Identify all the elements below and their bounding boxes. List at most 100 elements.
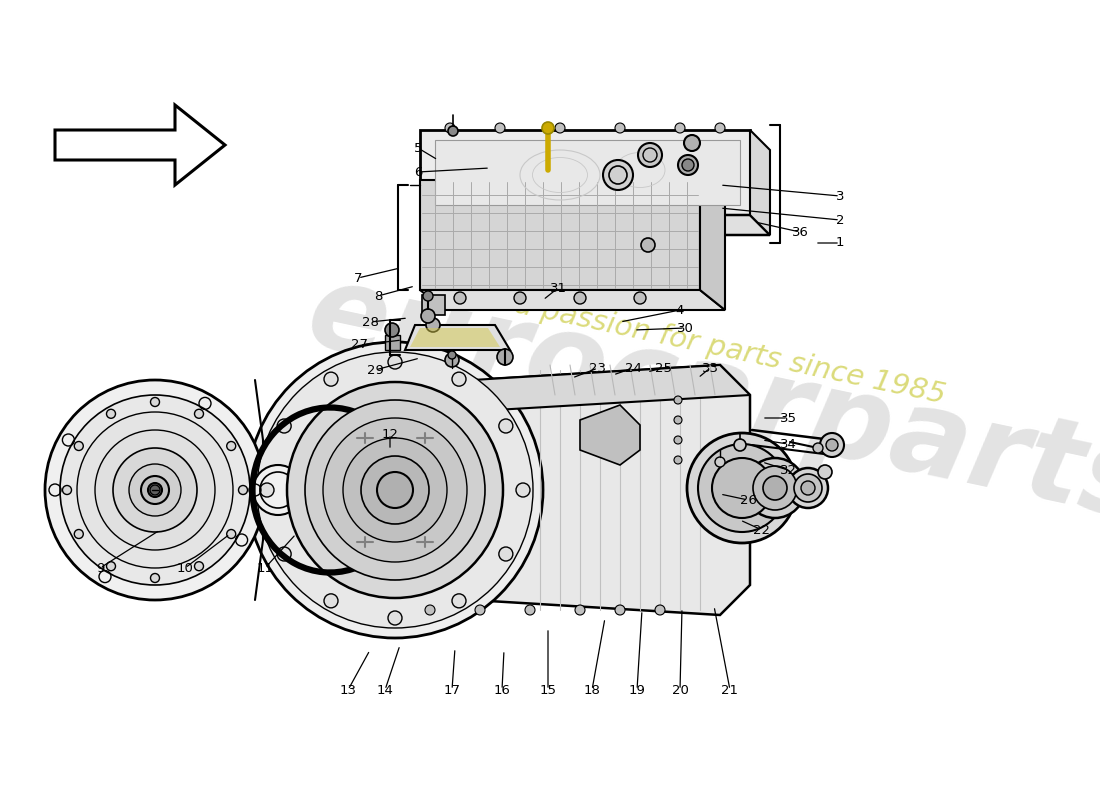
Circle shape bbox=[277, 547, 292, 561]
Circle shape bbox=[556, 123, 565, 133]
Circle shape bbox=[818, 465, 832, 479]
Text: 25: 25 bbox=[654, 362, 671, 374]
Text: 14: 14 bbox=[376, 683, 394, 697]
Text: 34: 34 bbox=[780, 438, 796, 450]
Circle shape bbox=[446, 123, 455, 133]
Circle shape bbox=[287, 382, 503, 598]
Circle shape bbox=[448, 126, 458, 136]
Circle shape bbox=[684, 135, 700, 151]
Text: 20: 20 bbox=[672, 683, 689, 697]
Circle shape bbox=[499, 547, 513, 561]
Circle shape bbox=[151, 398, 160, 406]
Circle shape bbox=[499, 419, 513, 433]
Polygon shape bbox=[420, 180, 700, 290]
Circle shape bbox=[514, 292, 526, 304]
Text: 12: 12 bbox=[382, 427, 398, 441]
Text: 33: 33 bbox=[702, 362, 718, 374]
Text: 16: 16 bbox=[494, 683, 510, 697]
Text: 31: 31 bbox=[550, 282, 566, 294]
Circle shape bbox=[277, 419, 292, 433]
Circle shape bbox=[675, 123, 685, 133]
Circle shape bbox=[227, 530, 235, 538]
Circle shape bbox=[248, 342, 543, 638]
Circle shape bbox=[638, 143, 662, 167]
Polygon shape bbox=[47, 480, 263, 500]
Text: 36: 36 bbox=[792, 226, 808, 238]
Circle shape bbox=[698, 444, 786, 532]
Text: 5: 5 bbox=[414, 142, 422, 154]
Circle shape bbox=[257, 352, 534, 628]
Circle shape bbox=[682, 159, 694, 171]
Text: 17: 17 bbox=[443, 683, 461, 697]
Circle shape bbox=[195, 410, 204, 418]
Text: 23: 23 bbox=[590, 362, 606, 374]
Polygon shape bbox=[434, 140, 740, 205]
Circle shape bbox=[75, 442, 84, 450]
Polygon shape bbox=[390, 365, 750, 615]
Text: 8: 8 bbox=[374, 290, 382, 302]
Text: 28: 28 bbox=[362, 315, 378, 329]
Polygon shape bbox=[422, 295, 446, 315]
Circle shape bbox=[516, 483, 530, 497]
Text: 7: 7 bbox=[354, 271, 362, 285]
Circle shape bbox=[574, 292, 586, 304]
Circle shape bbox=[107, 410, 116, 418]
Circle shape bbox=[260, 483, 274, 497]
Circle shape bbox=[674, 416, 682, 424]
Polygon shape bbox=[580, 405, 640, 465]
Circle shape bbox=[615, 123, 625, 133]
Text: 18: 18 bbox=[584, 683, 601, 697]
Circle shape bbox=[388, 611, 401, 625]
Circle shape bbox=[448, 351, 456, 359]
Circle shape bbox=[715, 123, 725, 133]
Circle shape bbox=[452, 594, 466, 608]
Circle shape bbox=[745, 458, 805, 518]
Text: 1: 1 bbox=[836, 237, 845, 250]
Circle shape bbox=[239, 486, 248, 494]
Circle shape bbox=[95, 430, 214, 550]
Circle shape bbox=[475, 605, 485, 615]
Circle shape bbox=[107, 562, 116, 570]
Text: 11: 11 bbox=[256, 562, 274, 574]
Circle shape bbox=[305, 400, 485, 580]
Circle shape bbox=[63, 486, 72, 494]
Circle shape bbox=[820, 433, 844, 457]
Circle shape bbox=[150, 485, 160, 495]
Circle shape bbox=[323, 418, 468, 562]
Text: 30: 30 bbox=[676, 322, 693, 334]
Circle shape bbox=[754, 466, 798, 510]
Polygon shape bbox=[420, 290, 725, 310]
Text: 13: 13 bbox=[340, 683, 356, 697]
Circle shape bbox=[426, 318, 440, 332]
Circle shape bbox=[813, 443, 823, 453]
Text: 15: 15 bbox=[539, 683, 557, 697]
Circle shape bbox=[385, 323, 399, 337]
Circle shape bbox=[77, 412, 233, 568]
Circle shape bbox=[712, 458, 772, 518]
Circle shape bbox=[113, 448, 197, 532]
Circle shape bbox=[634, 292, 646, 304]
Circle shape bbox=[575, 605, 585, 615]
Text: 24: 24 bbox=[625, 362, 641, 374]
Text: 10: 10 bbox=[177, 562, 194, 574]
Text: 32: 32 bbox=[780, 463, 796, 477]
Text: 2: 2 bbox=[836, 214, 845, 226]
Circle shape bbox=[674, 396, 682, 404]
Polygon shape bbox=[420, 215, 770, 235]
Circle shape bbox=[377, 472, 412, 508]
Circle shape bbox=[641, 238, 654, 252]
Text: eurocarparts: eurocarparts bbox=[297, 254, 1100, 546]
Polygon shape bbox=[420, 130, 750, 215]
Polygon shape bbox=[700, 180, 725, 310]
Circle shape bbox=[674, 436, 682, 444]
Circle shape bbox=[452, 372, 466, 386]
Circle shape bbox=[388, 355, 401, 369]
Circle shape bbox=[421, 309, 434, 323]
Circle shape bbox=[361, 456, 429, 524]
Text: 21: 21 bbox=[722, 683, 738, 697]
Polygon shape bbox=[385, 335, 400, 350]
Circle shape bbox=[151, 574, 160, 582]
Circle shape bbox=[425, 605, 435, 615]
Text: 19: 19 bbox=[628, 683, 646, 697]
Polygon shape bbox=[405, 325, 510, 350]
